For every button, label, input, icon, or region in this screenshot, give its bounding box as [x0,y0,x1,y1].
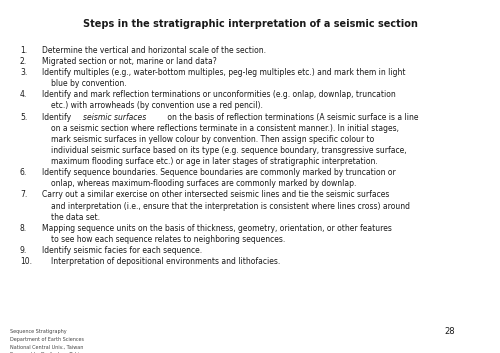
Text: 5.: 5. [20,113,27,121]
Text: the data set.: the data set. [51,213,100,222]
Text: 3.: 3. [20,68,27,77]
Text: onlap, whereas maximum-flooding surfaces are commonly marked by downlap.: onlap, whereas maximum-flooding surfaces… [51,179,356,188]
Text: Identify seismic facies for each sequence.: Identify seismic facies for each sequenc… [42,246,202,255]
Text: Identify: Identify [42,113,74,121]
Text: on the basis of reflection terminations (A seismic surface is a line: on the basis of reflection terminations … [165,113,418,121]
Text: to see how each sequence relates to neighboring sequences.: to see how each sequence relates to neig… [51,235,285,244]
Text: Migrated section or not, marine or land data?: Migrated section or not, marine or land … [42,57,217,66]
Text: blue by convention.: blue by convention. [51,79,127,88]
Text: and interpretation (i.e., ensure that the interpretation is consistent where lin: and interpretation (i.e., ensure that th… [51,202,410,210]
Text: Identify and mark reflection terminations or unconformities (e.g. onlap, downlap: Identify and mark reflection termination… [42,90,396,99]
Text: Department of Earth Sciences: Department of Earth Sciences [10,337,84,342]
Text: 1.: 1. [20,46,27,55]
Text: Determine the vertical and horizontal scale of the section.: Determine the vertical and horizontal sc… [42,46,266,55]
Text: 7.: 7. [20,190,27,199]
Text: Identify multiples (e.g., water-bottom multiples, peg-leg multiples etc.) and ma: Identify multiples (e.g., water-bottom m… [42,68,406,77]
Text: National Central Univ., Taiwan: National Central Univ., Taiwan [10,345,84,349]
Text: 8.: 8. [20,224,27,233]
Text: 6.: 6. [20,168,27,177]
Text: 9.: 9. [20,246,27,255]
Text: 28: 28 [444,327,456,335]
Text: 2.: 2. [20,57,27,66]
Text: Carry out a similar exercise on other intersected seismic lines and tie the seis: Carry out a similar exercise on other in… [42,190,390,199]
Text: Sequence Stratigraphy: Sequence Stratigraphy [10,329,66,334]
Text: on a seismic section where reflections terminate in a consistent manner.). In in: on a seismic section where reflections t… [51,124,399,133]
Text: Interpretation of depositional environments and lithofacies.: Interpretation of depositional environme… [51,257,280,266]
Text: mark seismic surfaces in yellow colour by convention. Then assign specific colou: mark seismic surfaces in yellow colour b… [51,135,374,144]
Text: Identify sequence boundaries. Sequence boundaries are commonly marked by truncat: Identify sequence boundaries. Sequence b… [42,168,396,177]
Text: etc.) with arrowheads (by convention use a red pencil).: etc.) with arrowheads (by convention use… [51,101,263,110]
Text: individual seismic surface based on its type (e.g. sequence boundary, transgress: individual seismic surface based on its … [51,146,406,155]
Text: maximum flooding surface etc.) or age in later stages of stratigraphic interpret: maximum flooding surface etc.) or age in… [51,157,378,166]
Text: Prepared by Dr. Andrew T. Lin: Prepared by Dr. Andrew T. Lin [10,352,82,353]
Text: 4.: 4. [20,90,27,99]
Text: seismic surfaces: seismic surfaces [83,113,146,121]
Text: Mapping sequence units on the basis of thickness, geometry, orientation, or othe: Mapping sequence units on the basis of t… [42,224,393,233]
Text: 10.: 10. [20,257,32,266]
Text: Steps in the stratigraphic interpretation of a seismic section: Steps in the stratigraphic interpretatio… [82,19,417,29]
